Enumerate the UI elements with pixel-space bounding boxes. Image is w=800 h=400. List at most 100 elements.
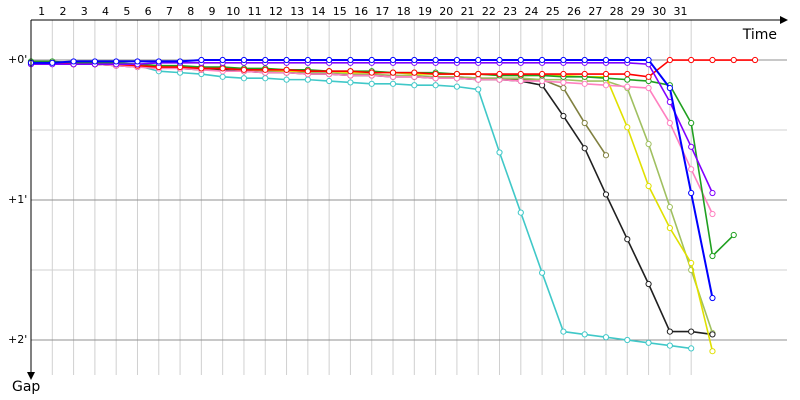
data-point: [560, 112, 567, 120]
data-point: [581, 70, 588, 78]
data-point: [560, 84, 567, 92]
data-point: [134, 58, 141, 65]
data-point: [730, 56, 737, 64]
data-point: [198, 56, 205, 64]
x-tick-label: 6: [145, 5, 152, 18]
data-point: [666, 203, 673, 211]
data-point: [453, 83, 461, 90]
data-point: [602, 334, 610, 341]
x-tick-label: 9: [209, 5, 216, 18]
data-point: [198, 65, 205, 72]
x-tick-label: 31: [674, 5, 688, 18]
data-point: [602, 56, 610, 64]
data-point: [709, 294, 716, 302]
x-axis-arrow: [780, 16, 788, 24]
data-point: [304, 76, 311, 83]
data-point: [496, 149, 503, 156]
data-point: [645, 73, 652, 80]
data-point: [368, 80, 375, 87]
x-tick-label: 2: [59, 5, 66, 18]
data-point: [538, 70, 546, 78]
data-point: [538, 269, 546, 276]
data-point: [688, 345, 695, 352]
data-point: [453, 70, 461, 78]
data-point: [475, 56, 482, 64]
x-tick-label: 30: [652, 5, 666, 18]
y-axis-arrow: [27, 372, 35, 380]
data-point: [709, 331, 716, 338]
data-point: [581, 145, 588, 152]
data-point: [666, 119, 673, 127]
data-point: [688, 143, 695, 150]
data-point: [262, 66, 269, 73]
x-tick-label: 7: [166, 5, 173, 18]
data-point: [645, 56, 652, 64]
data-point: [304, 56, 311, 64]
x-tick-label: 15: [333, 5, 347, 18]
data-point: [709, 210, 716, 218]
data-point: [517, 70, 524, 78]
data-point: [688, 56, 695, 64]
data-point: [389, 69, 397, 76]
data-point: [624, 236, 631, 243]
data-point: [624, 124, 631, 131]
data-point: [666, 56, 673, 64]
data-point: [581, 56, 588, 64]
data-point: [411, 56, 418, 64]
data-point: [326, 68, 333, 75]
data-point: [326, 77, 333, 85]
data-point: [602, 152, 610, 159]
data-point: [240, 56, 248, 64]
data-point: [475, 76, 482, 83]
x-tick-label: 5: [123, 5, 130, 18]
data-point: [368, 69, 375, 76]
data-point: [560, 70, 567, 78]
x-tick-label: 26: [567, 5, 581, 18]
x-tick-label: 19: [418, 5, 432, 18]
data-point: [368, 56, 375, 64]
data-point: [538, 77, 546, 85]
data-point: [581, 331, 588, 338]
x-tick-label: 24: [524, 5, 538, 18]
data-point: [688, 328, 695, 335]
data-point: [347, 56, 354, 64]
data-point: [432, 56, 439, 64]
data-point: [624, 83, 631, 90]
data-point: [666, 342, 673, 349]
data-point: [624, 76, 631, 83]
data-point: [645, 140, 652, 148]
data-point: [560, 79, 567, 86]
x-tick-label: 14: [311, 5, 325, 18]
x-tick-label: 1: [38, 5, 45, 18]
data-point: [581, 119, 588, 127]
x-tick-label: 20: [439, 5, 453, 18]
x-tick-label: 23: [503, 5, 517, 18]
data-point: [517, 209, 524, 216]
data-point: [219, 65, 226, 72]
data-point: [304, 68, 311, 75]
data-point: [538, 56, 546, 64]
x-tick-label: 16: [354, 5, 368, 18]
data-point: [730, 231, 737, 239]
data-point: [219, 56, 226, 64]
data-point: [49, 59, 56, 66]
data-point: [581, 80, 588, 87]
x-tick-label: 27: [588, 5, 602, 18]
x-tick-label: 28: [610, 5, 624, 18]
data-point: [666, 84, 673, 92]
data-point: [645, 84, 652, 92]
data-point: [645, 339, 652, 346]
data-point: [389, 56, 397, 64]
data-point: [475, 86, 482, 93]
data-point: [709, 56, 716, 64]
x-tick-label: 10: [226, 5, 240, 18]
x-tick-label: 21: [461, 5, 475, 18]
data-point: [240, 66, 248, 73]
data-point: [389, 80, 397, 87]
data-point: [453, 56, 461, 64]
series: [27, 59, 695, 352]
plot-area: [27, 56, 759, 355]
data-point: [347, 79, 354, 86]
data-point: [262, 56, 269, 64]
data-point: [155, 58, 162, 65]
